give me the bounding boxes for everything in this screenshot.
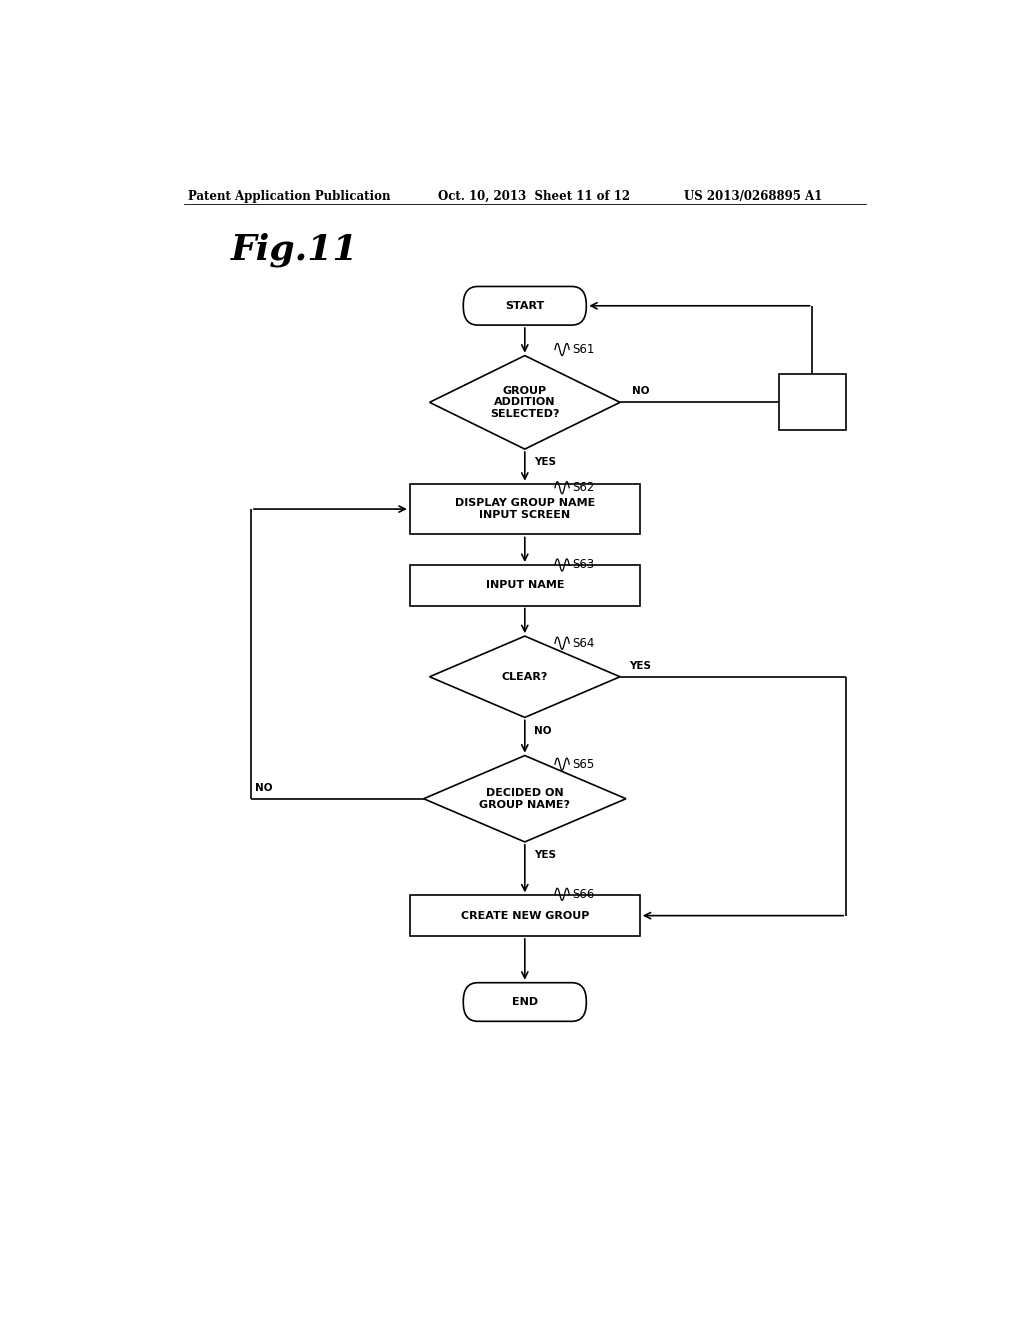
Text: YES: YES [535,850,556,861]
Text: NO: NO [535,726,552,735]
Text: US 2013/0268895 A1: US 2013/0268895 A1 [684,190,822,202]
Text: Patent Application Publication: Patent Application Publication [187,190,390,202]
Text: END: END [512,997,538,1007]
Text: Fig.11: Fig.11 [231,232,358,267]
Text: GROUP
ADDITION
SELECTED?: GROUP ADDITION SELECTED? [490,385,559,418]
Text: INPUT NAME: INPUT NAME [485,581,564,590]
Text: CLEAR?: CLEAR? [502,672,548,681]
Polygon shape [430,355,620,449]
Text: S65: S65 [572,758,595,771]
Text: S61: S61 [572,343,595,356]
Bar [778,375,846,430]
Text: NO: NO [255,783,272,792]
FancyBboxPatch shape [463,982,587,1022]
Text: Oct. 10, 2013  Sheet 11 of 12: Oct. 10, 2013 Sheet 11 of 12 [437,190,630,202]
Text: YES: YES [630,661,651,671]
Text: S62: S62 [572,482,595,494]
Bar [410,483,640,535]
Bar [410,565,640,606]
Text: S63: S63 [572,558,595,572]
Text: DECIDED ON
GROUP NAME?: DECIDED ON GROUP NAME? [479,788,570,809]
Text: START: START [505,301,545,310]
Text: S66: S66 [572,888,595,900]
FancyBboxPatch shape [463,286,587,325]
Text: CREATE NEW GROUP: CREATE NEW GROUP [461,911,589,920]
Text: YES: YES [535,457,556,467]
Bar [410,895,640,936]
Text: NO: NO [632,387,649,396]
Text: S64: S64 [572,636,595,649]
Text: DISPLAY GROUP NAME
INPUT SCREEN: DISPLAY GROUP NAME INPUT SCREEN [455,498,595,520]
Polygon shape [430,636,620,718]
Polygon shape [424,755,626,842]
